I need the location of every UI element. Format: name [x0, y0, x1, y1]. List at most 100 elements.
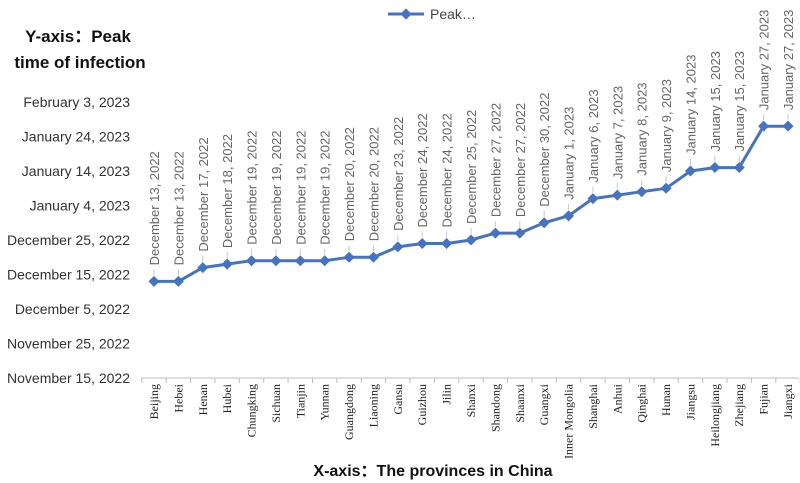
y-axis-ticks: February 3, 2023 January 24, 2023 January … — [7, 94, 130, 386]
x-tick-label: Hebei — [171, 383, 185, 412]
data-label: December 13, 2022 — [171, 151, 186, 265]
data-point — [684, 165, 696, 177]
y-tick-label: December 25, 2022 — [7, 232, 130, 248]
data-point — [367, 251, 379, 263]
data-label: December 19, 2022 — [269, 131, 284, 245]
data-point — [221, 258, 233, 270]
data-point — [782, 120, 794, 132]
data-point — [319, 255, 331, 267]
data-label: December 20, 2022 — [366, 127, 381, 241]
data-label: December 24, 2022 — [440, 113, 455, 227]
x-tick-label: Liaoning — [366, 384, 380, 427]
data-label: January 27, 2023 — [781, 10, 796, 110]
data-point — [416, 237, 428, 249]
data-point — [172, 275, 184, 287]
x-tick-label: Jiangxi — [781, 383, 795, 418]
data-point — [343, 251, 355, 263]
data-label: December 13, 2022 — [147, 151, 162, 265]
data-label: December 19, 2022 — [293, 131, 308, 245]
x-tick-label: Guangxi — [537, 383, 551, 425]
y-tick-label: February 3, 2023 — [23, 94, 130, 110]
legend: Peak… — [388, 6, 476, 22]
y-tick-label: December 15, 2022 — [7, 267, 130, 283]
y-tick-label: November 15, 2022 — [7, 370, 130, 386]
data-point — [587, 193, 599, 205]
x-tick-label: Anhui — [610, 383, 624, 414]
y-tick-label: January 4, 2023 — [30, 198, 131, 214]
x-tick-label: Hubei — [220, 383, 234, 413]
data-label: December 30, 2022 — [537, 93, 552, 207]
data-label: December 20, 2022 — [342, 127, 357, 241]
data-point — [148, 275, 160, 287]
y-tick-label: January 14, 2023 — [22, 163, 130, 179]
legend-label: Peak… — [430, 6, 476, 22]
data-label: December 27, 2022 — [488, 103, 503, 217]
x-tick-label: Henan — [196, 384, 210, 415]
data-label: December 25, 2022 — [464, 110, 479, 224]
data-label: December 24, 2022 — [415, 113, 430, 227]
data-point — [489, 227, 501, 239]
data-label: December 17, 2022 — [196, 137, 211, 251]
x-tick-label: Hunan — [659, 384, 673, 416]
x-tick-label: Heilongjiang — [708, 384, 722, 447]
x-tick-label: Shandong — [488, 384, 502, 432]
x-tick-label: Chungking — [245, 384, 259, 437]
x-tick-label: Yunnan — [318, 384, 332, 421]
data-point — [563, 210, 575, 222]
y-tick-label: January 24, 2023 — [22, 129, 130, 145]
data-label: December 23, 2022 — [391, 117, 406, 231]
data-point — [709, 162, 721, 174]
data-point — [465, 234, 477, 246]
legend-marker — [400, 8, 412, 20]
data-label: December 19, 2022 — [245, 131, 260, 245]
x-tick-label: Shanghai — [586, 383, 600, 428]
data-label: January 9, 2023 — [659, 79, 674, 172]
data-point — [441, 237, 453, 249]
data-label: January 7, 2023 — [610, 86, 625, 179]
data-label: December 18, 2022 — [220, 134, 235, 248]
x-axis-ticks: Beijing Hebei Henan Hubei Chungking Sichuan Ti… — [141, 378, 800, 459]
x-tick-label: Sichuan — [269, 384, 283, 423]
data-label: January 8, 2023 — [635, 82, 650, 175]
data-labels: December 13, 2022 December 13, 2022 Decemb… — [147, 10, 796, 276]
x-tick-label: Shaanxi — [513, 383, 527, 422]
y-tick-label: November 25, 2022 — [7, 336, 130, 352]
x-tick-label: Qinghai — [635, 383, 649, 422]
y-tick-label: December 5, 2022 — [15, 301, 130, 317]
series-markers — [148, 120, 794, 287]
data-label: January 1, 2023 — [562, 107, 577, 200]
data-point — [270, 255, 282, 267]
data-label: December 19, 2022 — [318, 131, 333, 245]
data-label: January 15, 2023 — [708, 51, 723, 151]
data-point — [294, 255, 306, 267]
x-tick-label: Guizhou — [415, 384, 429, 425]
x-tick-label: Tianjin — [293, 384, 307, 418]
x-tick-label: Beijing — [147, 384, 161, 419]
data-point — [611, 189, 623, 201]
data-label: January 15, 2023 — [732, 51, 747, 151]
data-point — [660, 182, 672, 194]
x-tick-label: Jilin — [440, 384, 454, 405]
x-tick-label: Zhejiang — [732, 384, 746, 427]
x-tick-label: Inner Mongolia — [562, 383, 576, 459]
data-label: January 6, 2023 — [586, 89, 601, 182]
x-tick-label: Shanxi — [464, 383, 478, 417]
x-tick-label: Jiangsu — [683, 384, 697, 420]
data-label: December 27, 2022 — [513, 103, 528, 217]
y-axis-title-line-2: time of infection — [14, 53, 145, 72]
data-point — [733, 162, 745, 174]
y-axis-title-line-1: Y-axis：Peak — [25, 27, 131, 46]
data-point — [538, 217, 550, 229]
data-point — [246, 255, 258, 267]
data-point — [514, 227, 526, 239]
data-label: January 14, 2023 — [683, 55, 698, 155]
data-label: January 27, 2023 — [757, 10, 772, 110]
x-axis-title: X-axis：The provinces in China — [313, 463, 552, 480]
data-point — [636, 186, 648, 198]
data-point — [392, 241, 404, 253]
data-point — [758, 120, 770, 132]
x-tick-label: Guangdong — [342, 384, 356, 440]
x-tick-label: Fujian — [757, 384, 771, 415]
x-tick-label: Gansu — [391, 384, 405, 415]
